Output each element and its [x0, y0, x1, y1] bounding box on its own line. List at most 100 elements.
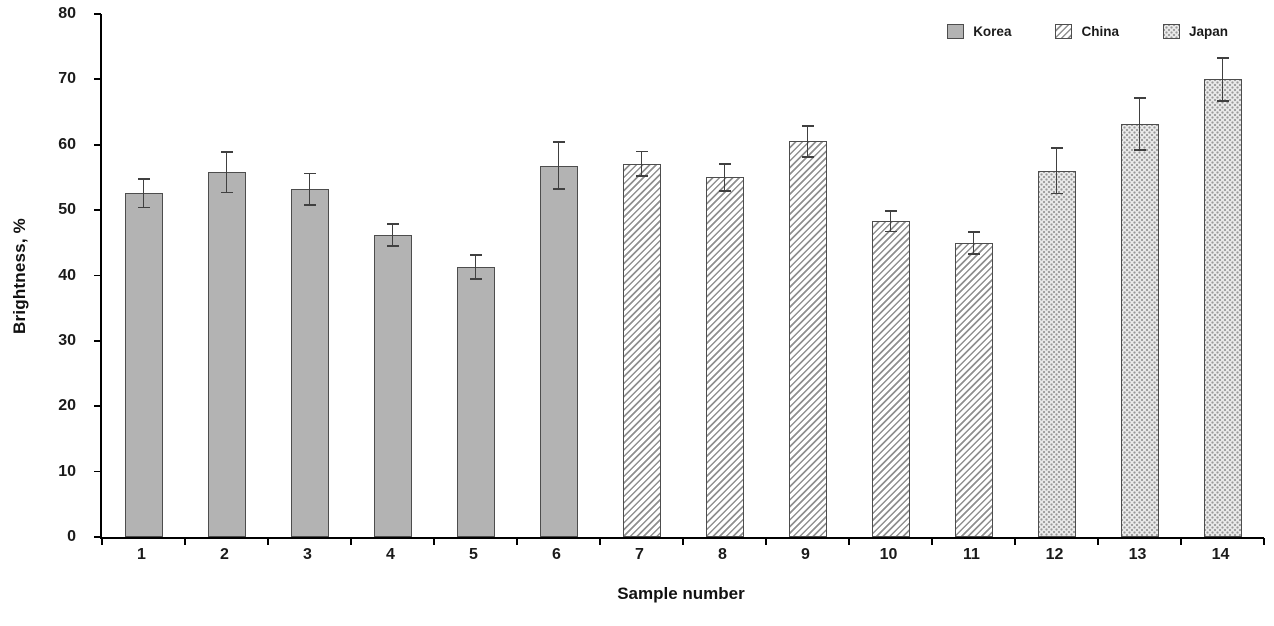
- x-axis-tick: [1263, 538, 1265, 545]
- error-bar: [1216, 57, 1229, 102]
- legend-label: Korea: [973, 24, 1012, 39]
- y-tick-label: 30: [58, 331, 76, 349]
- y-tick-label: 60: [58, 135, 76, 153]
- x-tick-label: 1: [137, 546, 146, 563]
- y-axis-tick: [94, 470, 101, 473]
- y-tick-label: 10: [58, 462, 76, 480]
- x-tick-label: 12: [1045, 546, 1064, 563]
- bar-slot: [185, 14, 268, 537]
- x-axis-title: Sample number: [617, 584, 745, 603]
- legend-swatch-china: [1055, 24, 1073, 39]
- error-bar: [469, 253, 482, 281]
- x-tick-label: 6: [552, 546, 561, 563]
- bar-slot: [766, 14, 849, 537]
- error-bar: [137, 178, 150, 209]
- error-bar: [635, 150, 648, 177]
- bar-slot: [268, 14, 351, 537]
- error-bar: [552, 141, 565, 190]
- x-axis-tick: [266, 538, 269, 545]
- x-axis-tick: [931, 538, 933, 545]
- bar-korea-sample-3: [290, 189, 329, 537]
- y-tick-label: 50: [58, 201, 76, 219]
- x-axis-tick: [1097, 538, 1099, 545]
- y-axis-tick-labels: 0 10 20 30 40 50 60 70 80: [0, 5, 92, 545]
- x-tick-label: 11: [963, 546, 980, 563]
- y-axis-tick: [94, 13, 101, 15]
- bar-china-sample-9: [788, 141, 827, 537]
- error-bar: [801, 125, 814, 158]
- y-tick-label: 40: [58, 266, 76, 284]
- bar-slot: [1098, 14, 1181, 537]
- error-bar: [386, 223, 399, 247]
- legend-item-japan: Japan: [1162, 24, 1228, 39]
- y-tick-label: 20: [58, 397, 76, 415]
- bar-slot: [683, 14, 766, 537]
- bars-container: [102, 14, 1264, 537]
- x-axis-tick: [183, 538, 186, 545]
- error-bar: [220, 151, 233, 194]
- error-bar: [884, 210, 897, 233]
- y-axis-tick: [94, 78, 101, 81]
- y-tick-label: 0: [67, 528, 76, 545]
- error-bar: [967, 231, 980, 255]
- legend: Korea China Japan: [947, 24, 1228, 39]
- x-axis-tick: [764, 538, 767, 545]
- y-axis-tick: [94, 339, 101, 342]
- x-tick-label: 14: [1211, 546, 1230, 563]
- legend-item-korea: Korea: [947, 24, 1011, 39]
- y-tick-label: 80: [58, 5, 76, 22]
- y-tick-label: 70: [58, 70, 76, 88]
- x-axis-tick: [682, 538, 684, 545]
- y-axis-tick: [94, 143, 101, 146]
- bar-korea-sample-4: [373, 234, 412, 537]
- x-tick-label: 2: [220, 546, 229, 563]
- x-axis-tick: [101, 538, 103, 545]
- error-bar: [303, 172, 316, 206]
- bar-slot: [517, 14, 600, 537]
- legend-label: Japan: [1188, 24, 1228, 39]
- plot-area: [94, 13, 1265, 545]
- bar-korea-sample-6: [539, 165, 578, 537]
- bar-korea-sample-5: [456, 267, 495, 537]
- x-axis-tick: [1180, 538, 1182, 545]
- legend-label: China: [1081, 24, 1119, 39]
- x-tick-label: 4: [386, 546, 395, 563]
- x-tick-label: 7: [635, 546, 644, 563]
- legend-swatch-japan: [1162, 24, 1180, 39]
- x-tick-label: 3: [303, 546, 312, 563]
- y-axis-tick: [94, 536, 101, 538]
- x-axis-tick: [516, 538, 518, 545]
- x-axis-tick-labels: 1 2 3 4 5 6 7 8 9 10 11 12 13 14: [100, 546, 1262, 564]
- x-axis-tick: [599, 538, 601, 545]
- x-axis-tick: [350, 538, 352, 545]
- bar-slot: [1015, 14, 1098, 537]
- y-axis-tick: [94, 405, 101, 408]
- bar-slot: [600, 14, 683, 537]
- x-tick-label: 13: [1128, 546, 1147, 563]
- x-tick-label: 9: [801, 546, 810, 563]
- bar-slot: [102, 14, 185, 537]
- x-axis-tick: [432, 538, 435, 545]
- bar-slot: [351, 14, 434, 537]
- bar-slot: [932, 14, 1015, 537]
- y-axis-tick: [94, 209, 101, 211]
- error-bar: [1133, 97, 1146, 151]
- bar-china-sample-11: [954, 242, 993, 537]
- bar-slot: [1181, 14, 1264, 537]
- bar-china-sample-8: [705, 177, 744, 537]
- y-axis-tick: [94, 274, 101, 277]
- bar-korea-sample-1: [124, 193, 163, 537]
- bar-china-sample-10: [871, 221, 910, 537]
- bar-japan-sample-14: [1203, 79, 1242, 537]
- bar-china-sample-7: [622, 163, 661, 537]
- x-axis-tick: [848, 538, 850, 545]
- x-axis-tick: [1014, 538, 1016, 545]
- bar-slot: [849, 14, 932, 537]
- legend-swatch-korea: [947, 24, 965, 39]
- x-tick-label: 8: [718, 546, 727, 563]
- x-tick-label: 5: [469, 546, 478, 563]
- x-tick-label: 10: [879, 546, 898, 563]
- error-bar: [718, 163, 731, 192]
- bar-korea-sample-2: [207, 172, 246, 537]
